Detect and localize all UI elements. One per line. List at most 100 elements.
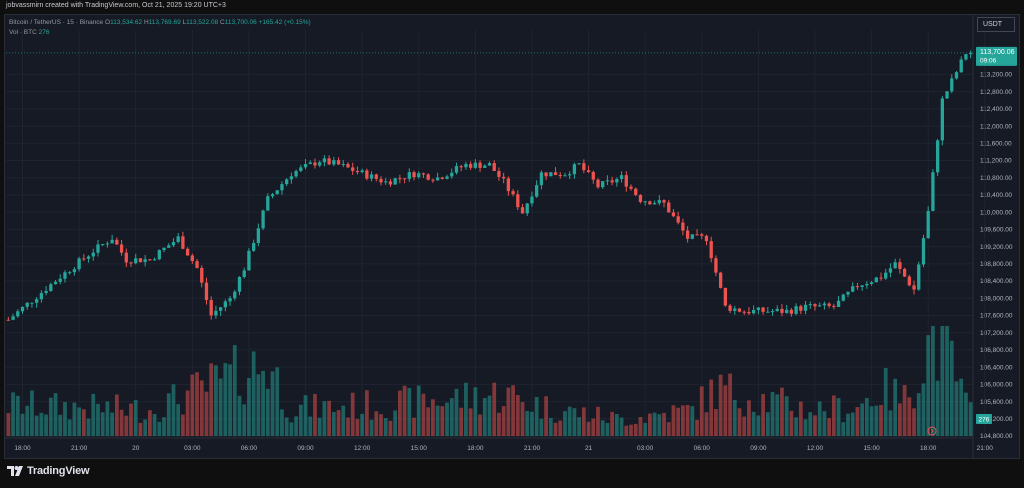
candle-body (742, 311, 746, 313)
currency-button[interactable]: USDT (977, 17, 1015, 32)
volume-bar (176, 404, 181, 436)
candle-body (214, 310, 218, 316)
candle-body (803, 304, 808, 311)
volume-bar (775, 394, 780, 436)
y-tick-label: 111,600.00 (980, 141, 1012, 148)
candle-body (247, 250, 251, 271)
candle-body (558, 175, 562, 177)
volume-bar (652, 412, 657, 436)
volume-bar (6, 413, 11, 436)
volume-bar (666, 422, 671, 436)
candle-body (563, 175, 567, 177)
candle-body (733, 308, 737, 311)
volume-bar (350, 392, 355, 436)
volume-bar (374, 411, 379, 436)
candle-body (723, 287, 728, 306)
candle-body (16, 311, 20, 317)
volume-bar (360, 413, 365, 436)
volume-bar (86, 418, 91, 436)
top-caption-bar: jobvassmirn created with TradingView.com… (0, 0, 1024, 14)
candle-body (228, 298, 232, 302)
volume-bar (784, 396, 789, 436)
candle-body (605, 180, 610, 182)
y-tick-label: 108,400.00 (980, 278, 1013, 285)
open-value: 113,534.62 (110, 19, 143, 26)
volume-bar (152, 414, 157, 436)
volume-bar (251, 351, 256, 436)
volume-bar (383, 418, 388, 436)
candle-body (591, 171, 595, 180)
volume-bar (459, 407, 464, 436)
candle-body (874, 277, 878, 283)
symbol-title[interactable]: Bitcoin / TetherUS · 15 · Binance (9, 19, 104, 26)
candle-body (450, 172, 454, 177)
volume-bar (803, 419, 808, 436)
candle-body (351, 167, 355, 171)
candle-body (402, 178, 407, 180)
candle-body (610, 180, 614, 183)
candle-body (577, 163, 581, 165)
low-value: 113,522.08 (186, 19, 219, 26)
replay-clock-icon[interactable] (927, 426, 937, 436)
volume-bar (232, 345, 237, 436)
candle-body (525, 203, 529, 214)
candle-body (91, 252, 95, 257)
candle-body (935, 140, 940, 173)
candle-body (709, 241, 713, 259)
volume-bar (218, 378, 223, 436)
y-tick-label: 108,000.00 (980, 295, 1013, 302)
volume-bar (289, 422, 294, 436)
candle-body (737, 308, 742, 312)
candle-body (945, 91, 949, 99)
high-label: H (143, 19, 149, 26)
volume-bar (864, 397, 869, 436)
volume-bar (827, 418, 832, 436)
candle-body (695, 234, 699, 236)
x-tick-label: 21:00 (977, 445, 994, 452)
volume-line: Vol · BTC 276 (9, 28, 311, 38)
change-value: +165.42 (+0.15%) (258, 19, 311, 26)
volume-bar (581, 407, 586, 436)
candle-body (379, 178, 383, 183)
y-tick-label: 107,600.00 (980, 313, 1013, 320)
candle-body (492, 163, 496, 172)
volume-bar (473, 387, 478, 436)
volume-bar (690, 406, 695, 436)
x-tick-label: 03:00 (184, 445, 201, 452)
candlestick-chart[interactable]: 104,800.00 105,200.00 105,600.00 106,000.00… (0, 0, 1024, 459)
volume-bar (237, 395, 242, 436)
volume-bar (789, 410, 794, 436)
volume-bar (888, 410, 893, 436)
volume-bar (105, 401, 110, 436)
candle-body (789, 309, 794, 314)
volume-bar (336, 410, 341, 436)
candle-body (49, 284, 53, 292)
candle-body (572, 164, 577, 175)
candle-body (327, 158, 331, 165)
volume-bar (638, 417, 643, 436)
volume-bar (11, 392, 15, 436)
candle-body (44, 291, 48, 294)
candle-body (167, 245, 171, 248)
volume-label[interactable]: Vol · BTC (9, 29, 37, 36)
volume-bar (402, 385, 407, 436)
candle-body (200, 267, 204, 283)
volume-bar (464, 382, 468, 436)
candle-body (634, 188, 638, 195)
candle-body (799, 306, 803, 311)
x-tick-label: 15:00 (411, 445, 428, 452)
volume-bar (879, 404, 883, 436)
candle-body (313, 162, 317, 166)
volume-bar (110, 412, 115, 436)
volume-bar (313, 393, 317, 436)
candle-body (888, 268, 893, 273)
open-label: O (105, 19, 111, 26)
countdown-text: 09:06 (980, 57, 997, 64)
volume-bar (841, 422, 846, 436)
volume-bar (968, 402, 973, 436)
candle-body (63, 272, 67, 279)
candle-body (318, 162, 322, 166)
volume-bar (223, 363, 228, 436)
volume-bar (364, 390, 369, 436)
volume-bar (327, 400, 332, 436)
